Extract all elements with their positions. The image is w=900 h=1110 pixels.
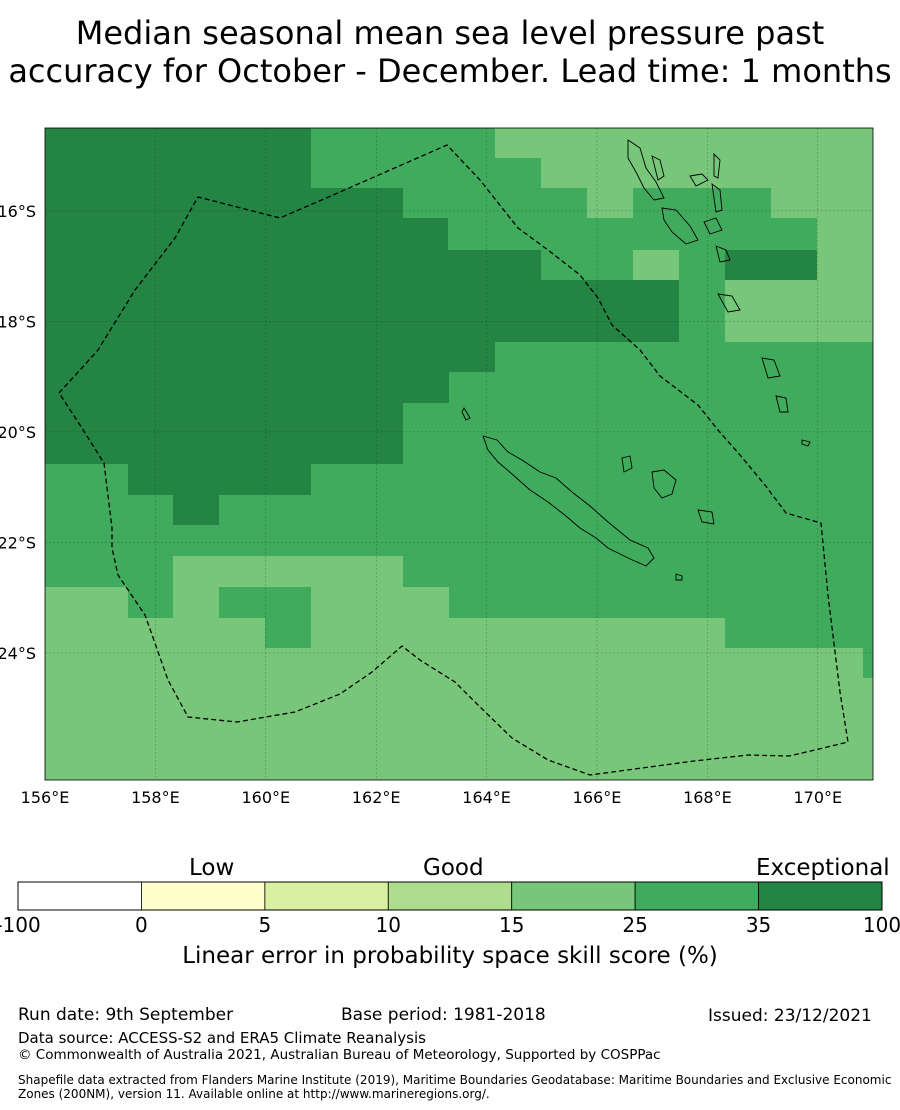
skill-cell-exceptional (128, 464, 311, 495)
skill-cell-good (587, 188, 633, 218)
run-date: Run date: 9th September (18, 1005, 234, 1025)
island-outline (711, 182, 723, 213)
skill-cell-exceptional (725, 250, 817, 280)
copyright: © Commonwealth of Australia 2021, Austra… (18, 1047, 661, 1063)
skill-cell-good (771, 188, 873, 218)
skill-cell-very-good (495, 158, 541, 188)
base-period: Base period: 1981-2018 (341, 1005, 546, 1025)
shapefile-credit: Shapefile data extracted from Flanders M… (18, 1073, 892, 1101)
island-outline (801, 439, 811, 447)
eez-boundary (58, 144, 849, 776)
lat-tick-label: 16°S (0, 202, 36, 221)
skill-cells (45, 128, 873, 780)
latitude-tick-labels: 16°S 18°S 20°S 22°S 24°S (0, 202, 36, 663)
lon-tick-label: 162°E (352, 788, 401, 807)
colorbar-tick-label: 10 (375, 913, 402, 937)
lon-tick-label: 168°E (683, 788, 732, 807)
colorbar-bin (141, 881, 266, 911)
skill-cell-very-good (265, 618, 311, 648)
skill-cell-exceptional (45, 372, 449, 403)
lat-tick-label: 22°S (0, 533, 36, 552)
skill-cell-very-good (679, 250, 725, 342)
skill-cell-very-good (128, 587, 173, 618)
colorbar-tick-label: -100 (0, 913, 41, 937)
skill-cell-very-good (725, 618, 873, 648)
island-outline (621, 455, 633, 473)
island-outline (713, 152, 721, 179)
skill-cell-very-good (449, 587, 873, 618)
data-source: Data source: ACCESS-S2 and ERA5 Climate … (18, 1029, 426, 1047)
colorbar-bin (264, 881, 389, 911)
island-outline (651, 155, 665, 181)
colorbar-tick-label: 0 (135, 913, 148, 937)
category-exceptional: Exceptional (756, 855, 890, 881)
lat-tick-label: 24°S (0, 644, 36, 663)
skill-cell-exceptional (45, 280, 679, 311)
skill-cell-exceptional (173, 495, 219, 525)
island-outline (461, 407, 471, 421)
island-outline (651, 469, 677, 499)
colorbar-tick-label: 25 (622, 913, 648, 937)
skill-cell-exceptional (45, 128, 311, 188)
lon-tick-label: 156°E (21, 788, 70, 807)
colorbar-bin (634, 881, 759, 911)
lat-tick-label: 18°S (0, 312, 36, 331)
issued-date: Issued: 23/12/2021 (708, 1006, 872, 1026)
island-outline (717, 293, 741, 313)
lon-tick-label: 164°E (462, 788, 511, 807)
lon-tick-label: 170°E (793, 788, 842, 807)
skill-cell-good (541, 158, 679, 188)
island-outline (697, 509, 715, 525)
category-good: Good (423, 855, 484, 881)
skill-cell-good (725, 158, 873, 188)
colorbar-tick-label: 35 (745, 913, 772, 937)
skill-cell-exceptional (45, 311, 679, 342)
chart-title-line1: Median seasonal mean sea level pressure … (75, 14, 825, 52)
lon-tick-label: 166°E (573, 788, 622, 807)
lon-tick-label: 158°E (131, 788, 180, 807)
colorbar-label: Linear error in probability space skill … (182, 943, 718, 969)
skill-cell-good (495, 128, 633, 158)
map-frame (44, 127, 874, 781)
island-outline (775, 395, 789, 413)
colorbar-tick-label: 100 (862, 913, 900, 937)
island-outline (703, 217, 723, 235)
lon-tick-label: 160°E (241, 788, 290, 807)
lat-tick-label: 20°S (0, 423, 36, 442)
skill-cell-exceptional (45, 250, 541, 280)
graticule (45, 128, 873, 780)
skill-cell-exceptional (45, 403, 403, 464)
skill-cell-good (679, 128, 873, 158)
category-low: Low (189, 855, 235, 881)
skill-cell-very-good (45, 556, 173, 587)
colorbar-bin (758, 881, 883, 911)
skill-cell-very-good (863, 648, 873, 678)
colorbar (17, 881, 883, 911)
island-outline (675, 573, 683, 581)
skill-cell-very-good (311, 128, 495, 188)
longitude-tick-labels: 156°E 158°E 160°E 162°E 164°E 166°E 168°E 170°E (21, 788, 842, 807)
island-outline (715, 245, 731, 263)
colorbar-tick-label: 5 (258, 913, 272, 937)
skill-cell-exceptional (45, 342, 495, 372)
chart-title-line2: accuracy for October - December. Lead ti… (8, 52, 892, 90)
skill-cell-good (633, 250, 679, 280)
island-outline (761, 357, 781, 379)
island-outline (627, 139, 665, 201)
skill-cell-good (817, 218, 873, 250)
island-outline (661, 207, 699, 245)
island-outline (689, 173, 709, 187)
colorbar-bin (511, 881, 636, 911)
coastlines (461, 139, 811, 581)
colorbar-tick-label: 15 (498, 913, 525, 937)
skill-cell-very-good (219, 587, 311, 618)
island-outline (482, 435, 655, 567)
colorbar-bin (387, 881, 513, 911)
chart-title: Median seasonal mean sea level pressure … (0, 14, 900, 90)
colorbar-bin (17, 881, 142, 911)
skill-cell-very-good (403, 556, 873, 587)
skill-cell-exceptional (45, 218, 448, 250)
